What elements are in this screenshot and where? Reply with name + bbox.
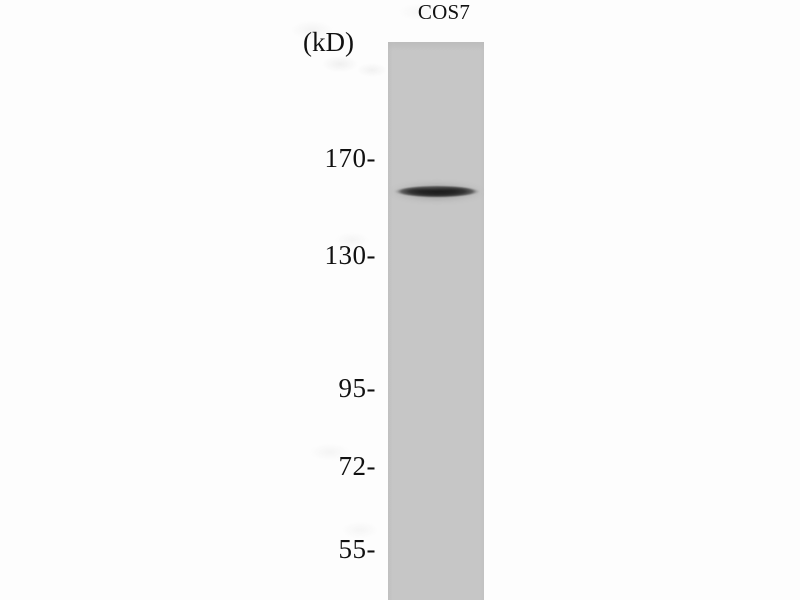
kd-unit-label: (kD) [303,27,354,57]
mw-marker-130: 130- [324,240,376,270]
protein-band-core [394,186,480,197]
mw-marker-55: 55- [338,534,376,564]
protein-band [390,182,484,202]
mw-marker-72: 72- [338,451,376,481]
mw-marker-95: 95- [338,373,376,403]
mw-marker-170: 170- [324,143,376,173]
lane-label-cos7: COS7 [417,0,471,24]
protein-band-highlight [400,185,472,190]
blot-lane-cos7 [388,42,484,600]
